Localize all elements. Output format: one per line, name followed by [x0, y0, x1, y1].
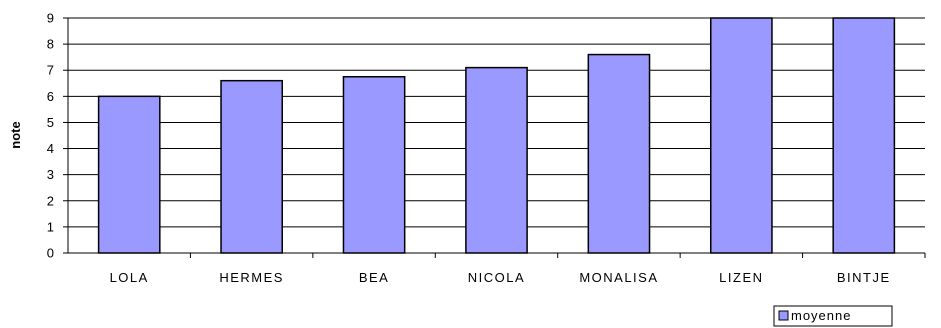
x-tick-label-monalisa: MONALISA	[579, 270, 658, 285]
legend-swatch	[778, 310, 789, 321]
bars	[97, 17, 896, 254]
bar-nicola	[465, 66, 528, 254]
y-tick-label: 4	[47, 141, 54, 156]
x-tick-label-bintje: BINTJE	[837, 270, 891, 285]
bar-hermes	[220, 79, 284, 254]
x-tick-label-lola: LOLA	[110, 270, 149, 285]
y-tick-label: 3	[47, 167, 54, 182]
legend-box	[773, 305, 893, 327]
x-tick-label-lizen: LIZEN	[719, 270, 763, 285]
legend: moyenne	[773, 305, 893, 327]
x-tick-labels: LOLA HERMES BEA NICOLA MONALISA LIZEN BINTJE	[110, 270, 891, 285]
bar-lola	[97, 95, 161, 254]
bar-bea	[342, 76, 406, 254]
legend-label-moyenne: moyenne	[791, 308, 851, 323]
y-tick-labels: 0 1 2 3 4 5 6 7 8 9	[47, 11, 54, 261]
y-tick-label: 9	[47, 11, 54, 26]
y-tick-label: 1	[47, 219, 54, 234]
bar-lizen	[710, 17, 773, 254]
y-tick-label: 7	[47, 63, 54, 78]
y-tick-label: 5	[47, 115, 54, 130]
bar-bintje	[832, 17, 896, 254]
axes	[63, 17, 926, 258]
x-tick-label-hermes: HERMES	[219, 270, 284, 285]
y-tick-label: 2	[47, 193, 54, 208]
y-tick-label: 8	[47, 37, 54, 52]
y-axis-title: note	[8, 121, 23, 148]
x-tick-label-nicola: NICOLA	[468, 270, 525, 285]
y-tick-label: 6	[47, 89, 54, 104]
x-tick-label-bea: BEA	[359, 270, 390, 285]
bar-monalisa	[587, 53, 651, 254]
y-tick-label: 0	[47, 246, 54, 261]
